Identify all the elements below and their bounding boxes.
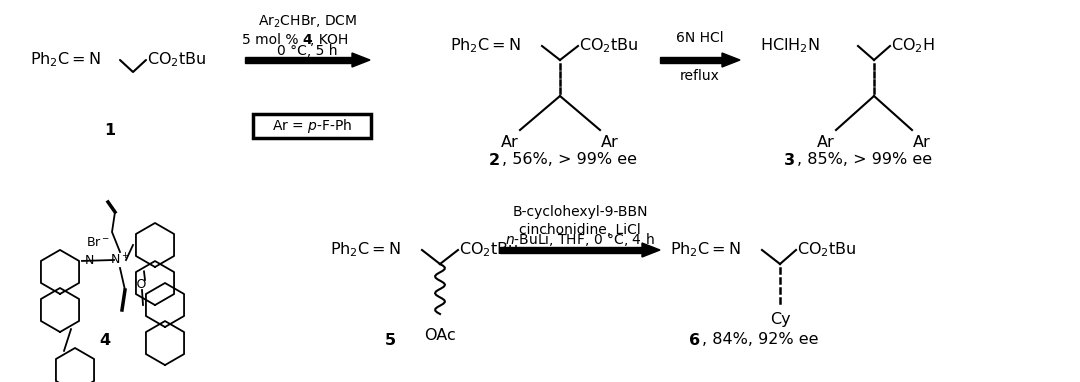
Text: $\mathregular{Br^-}$: $\mathregular{Br^-}$: [86, 235, 110, 249]
Text: 6N HCl: 6N HCl: [676, 31, 724, 45]
Text: Ar: Ar: [913, 135, 931, 150]
Text: $\mathbf{3}$: $\mathbf{3}$: [783, 152, 795, 168]
Text: $n$-BuLi, THF, 0 °C, 4 h: $n$-BuLi, THF, 0 °C, 4 h: [505, 231, 654, 248]
Text: $\mathbf{2}$: $\mathbf{2}$: [488, 152, 500, 168]
Text: N: N: [85, 254, 94, 267]
Text: OAc: OAc: [424, 328, 456, 343]
Polygon shape: [660, 57, 723, 63]
Text: $\mathbf{4}$: $\mathbf{4}$: [302, 33, 313, 47]
Text: , 56%, > 99% ee: , 56%, > 99% ee: [502, 152, 637, 167]
Text: 5 mol %: 5 mol %: [242, 33, 302, 47]
Text: 0 °C, 5 h: 0 °C, 5 h: [278, 44, 338, 58]
Text: $\mathbf{6}$: $\mathbf{6}$: [688, 332, 700, 348]
Text: , 85%, > 99% ee: , 85%, > 99% ee: [797, 152, 932, 167]
Polygon shape: [500, 247, 642, 253]
Text: $\mathregular{N^+}$: $\mathregular{N^+}$: [110, 253, 130, 268]
Text: $\mathregular{CO_2H}$: $\mathregular{CO_2H}$: [891, 37, 935, 55]
Text: $\mathregular{Ph_2C{=}N}$: $\mathregular{Ph_2C{=}N}$: [30, 51, 100, 70]
Polygon shape: [245, 57, 352, 63]
Text: 'O: 'O: [133, 278, 147, 291]
Text: , 84%, 92% ee: , 84%, 92% ee: [702, 332, 819, 348]
Text: $\mathregular{CO_2tBu}$: $\mathregular{CO_2tBu}$: [579, 37, 638, 55]
Text: $\mathregular{Ph_2C{=}N}$: $\mathregular{Ph_2C{=}N}$: [450, 37, 521, 55]
Text: reflux: reflux: [680, 69, 720, 83]
Bar: [253, 114, 372, 138]
Polygon shape: [352, 53, 370, 67]
Text: $\mathregular{HClH_2N}$: $\mathregular{HClH_2N}$: [760, 37, 820, 55]
Text: cinchonidine, LiCl: cinchonidine, LiCl: [519, 223, 640, 237]
Text: Ar: Ar: [818, 135, 835, 150]
Text: Cy: Cy: [770, 312, 791, 327]
Text: $\mathregular{CO_2tBu}$: $\mathregular{CO_2tBu}$: [797, 241, 856, 259]
Text: $\mathregular{CO_2tBu}$: $\mathregular{CO_2tBu}$: [459, 241, 518, 259]
Text: Ar: Ar: [501, 135, 518, 150]
Polygon shape: [723, 53, 740, 67]
Polygon shape: [642, 243, 660, 257]
Text: $\mathbf{1}$: $\mathbf{1}$: [104, 122, 116, 138]
Text: , KOH: , KOH: [311, 33, 349, 47]
Text: Ar: Ar: [602, 135, 619, 150]
Text: $\mathregular{Ar_2CHBr}$, DCM: $\mathregular{Ar_2CHBr}$, DCM: [258, 14, 357, 30]
Text: Ar = $\mathit{p}$-F-Ph: Ar = $\mathit{p}$-F-Ph: [272, 117, 352, 135]
Text: B-cyclohexyl-9-BBN: B-cyclohexyl-9-BBN: [512, 205, 648, 219]
Text: $\mathregular{Ph_2C{=}N}$: $\mathregular{Ph_2C{=}N}$: [330, 241, 401, 259]
Text: $\mathbf{5}$: $\mathbf{5}$: [384, 332, 396, 348]
Text: $\mathregular{Ph_2C{=}N}$: $\mathregular{Ph_2C{=}N}$: [670, 241, 741, 259]
Text: $\mathregular{CO_2tBu}$: $\mathregular{CO_2tBu}$: [147, 51, 206, 70]
Text: $\mathbf{4}$: $\mathbf{4}$: [98, 332, 111, 348]
